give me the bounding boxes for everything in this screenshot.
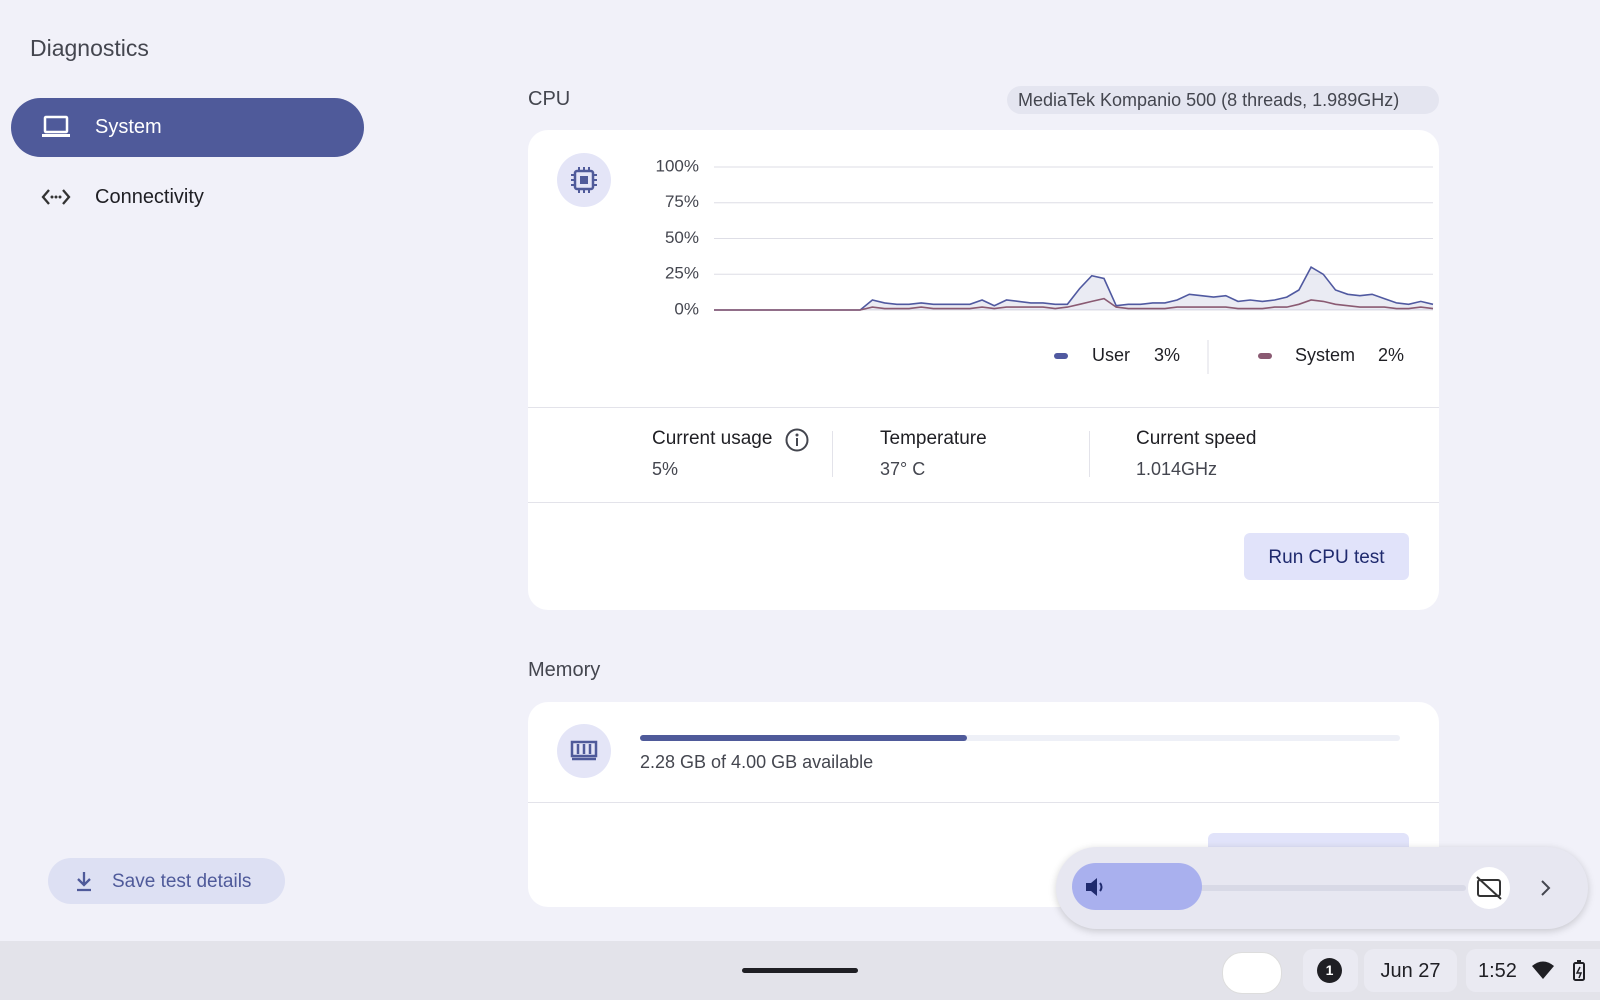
nav-label: System <box>95 116 162 138</box>
caption-toggle[interactable] <box>1468 867 1510 909</box>
speaker-icon <box>1086 878 1103 896</box>
stat-label: Temperature <box>880 428 987 449</box>
date: Jun 27 <box>1380 960 1441 982</box>
expand-chevron[interactable] <box>1536 877 1556 899</box>
app-title: Diagnostics <box>30 35 149 61</box>
status-chip[interactable]: 1:52 <box>1466 949 1600 992</box>
taskbar: 1 Jun 27 1:52 <box>0 941 1600 1000</box>
model-chip: MediaTek Kompanio 500 (8 threads, 1.989G… <box>1007 86 1439 114</box>
connectivity-icon <box>41 189 71 205</box>
nav-item[interactable]: Connectivity <box>11 170 364 225</box>
notification-chip[interactable]: 1 <box>1303 949 1358 992</box>
info-icon[interactable] <box>784 427 810 453</box>
chip-glyph <box>571 167 597 193</box>
caption-icon <box>1476 876 1502 900</box>
memory-text: 2.28 GB of 4.00 GB available <box>640 752 874 772</box>
nav-label: Connectivity <box>95 186 204 208</box>
divider <box>528 802 1439 803</box>
stat-divider <box>832 431 833 477</box>
window-thumbnail[interactable] <box>1222 952 1282 994</box>
model-label: MediaTek Kompanio 500 (8 threads, 1.989G… <box>1018 90 1400 110</box>
ram-glyph <box>570 740 598 761</box>
nav-item-selected[interactable]: System <box>11 98 364 157</box>
memory-bar-fill <box>640 735 967 741</box>
stat-label: Current speed <box>1136 428 1257 449</box>
save-label: Save test details <box>112 871 252 892</box>
stat-value: 37° C <box>880 459 926 479</box>
stat-value: 1.014GHz <box>1136 459 1218 479</box>
save-button[interactable]: Save test details <box>48 858 285 904</box>
volume-slider[interactable] <box>1072 863 1202 910</box>
stat-label: Current usage <box>652 428 773 449</box>
stat-value: 5% <box>652 459 679 479</box>
memory-icon <box>557 724 611 778</box>
section-heading: CPU <box>528 88 571 110</box>
memory-bar-track <box>640 735 1400 741</box>
time: 1:52 <box>1478 960 1517 982</box>
laptop-icon <box>42 115 70 137</box>
run-cpu-test-button[interactable]: Run CPU test <box>1244 533 1409 580</box>
stat-divider <box>1089 431 1090 477</box>
home-handle[interactable] <box>742 968 858 973</box>
divider <box>528 407 1439 408</box>
section-heading: Memory <box>528 659 601 681</box>
cpu-icon <box>557 153 611 207</box>
download-icon <box>77 872 91 892</box>
divider <box>528 502 1439 503</box>
volume-track[interactable] <box>1176 885 1466 891</box>
status-icons <box>1532 960 1585 981</box>
notification-count: 1 <box>1317 958 1342 983</box>
button-label: Run CPU test <box>1268 547 1385 568</box>
volume-popup <box>1056 847 1588 929</box>
cpu-card <box>528 130 1439 610</box>
date-chip[interactable]: Jun 27 <box>1364 949 1457 992</box>
